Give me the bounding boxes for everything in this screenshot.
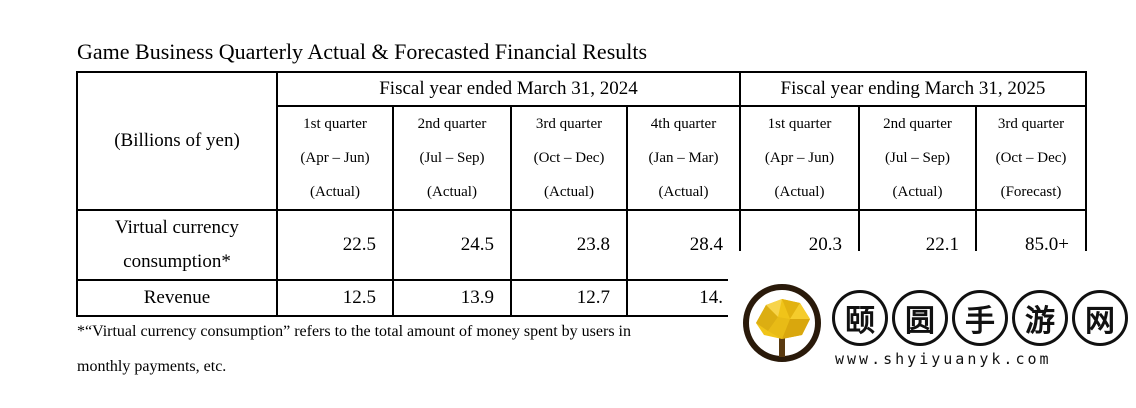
watermark-char: 颐: [832, 290, 888, 346]
value-cell: 24.5: [392, 209, 512, 281]
unit-label: (Billions of yen): [76, 71, 278, 211]
value-cell: 13.9: [392, 279, 512, 317]
watermark-char: 游: [1012, 290, 1068, 346]
value-cell: 22.5: [276, 209, 394, 281]
row-label-revenue: Revenue: [76, 279, 278, 317]
table-title: Game Business Quarterly Actual & Forecas…: [77, 39, 648, 64]
value-cell: 28.4: [626, 209, 741, 281]
watermark-characters: 颐 圆 手 游 网: [832, 290, 1128, 348]
tree-logo-icon: [743, 284, 821, 362]
quarter-header: 3rd quarter (Oct – Dec) (Forecast): [975, 105, 1087, 211]
quarter-header: 3rd quarter (Oct – Dec) (Actual): [510, 105, 628, 211]
watermark-url: www.shyiyuanyk.com: [835, 350, 1052, 368]
watermark-char: 手: [952, 290, 1008, 346]
footnote-line-1: *“Virtual currency consumption” refers t…: [77, 323, 631, 340]
value-cell: 23.8: [510, 209, 628, 281]
quarter-header: 4th quarter (Jan – Mar) (Actual): [626, 105, 741, 211]
quarter-header: 1st quarter (Apr – Jun) (Actual): [739, 105, 860, 211]
quarter-header: 2nd quarter (Jul – Sep) (Actual): [858, 105, 977, 211]
watermark-char: 网: [1072, 290, 1128, 346]
fiscal-year-2024-header: Fiscal year ended March 31, 2024: [276, 71, 741, 107]
quarter-header: 2nd quarter (Jul – Sep) (Actual): [392, 105, 512, 211]
watermark-char: 圆: [892, 290, 948, 346]
footnote-line-2: monthly payments, etc.: [77, 358, 227, 375]
quarter-header: 1st quarter (Apr – Jun) (Actual): [276, 105, 394, 211]
value-cell: 14.: [626, 279, 741, 317]
value-cell: 12.5: [276, 279, 394, 317]
value-cell: 12.7: [510, 279, 628, 317]
fiscal-year-2025-header: Fiscal year ending March 31, 2025: [739, 71, 1087, 107]
row-label-virtual-currency: Virtual currency consumption*: [76, 209, 278, 281]
